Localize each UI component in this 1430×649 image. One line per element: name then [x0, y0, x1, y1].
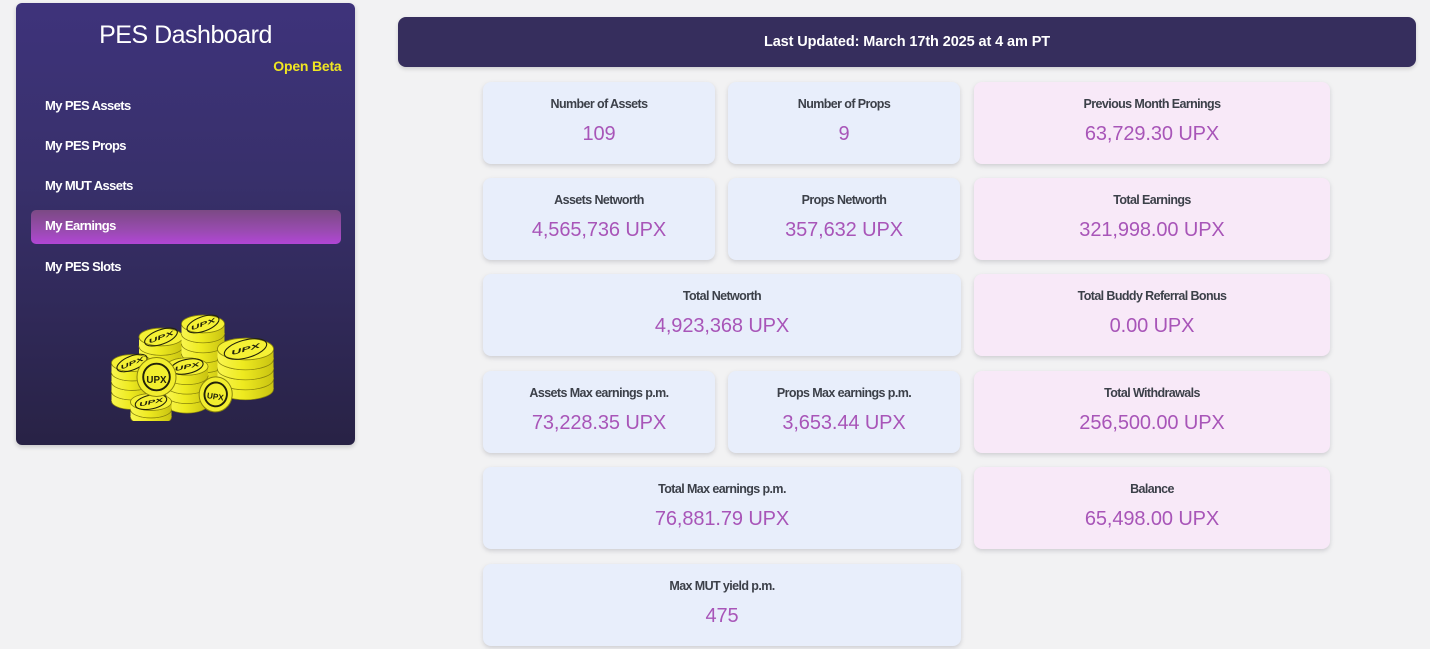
svg-text:UPX: UPX — [174, 361, 201, 373]
svg-text:UPX: UPX — [206, 391, 224, 402]
svg-text:UPX: UPX — [138, 397, 164, 408]
svg-text:UPX: UPX — [146, 375, 167, 386]
